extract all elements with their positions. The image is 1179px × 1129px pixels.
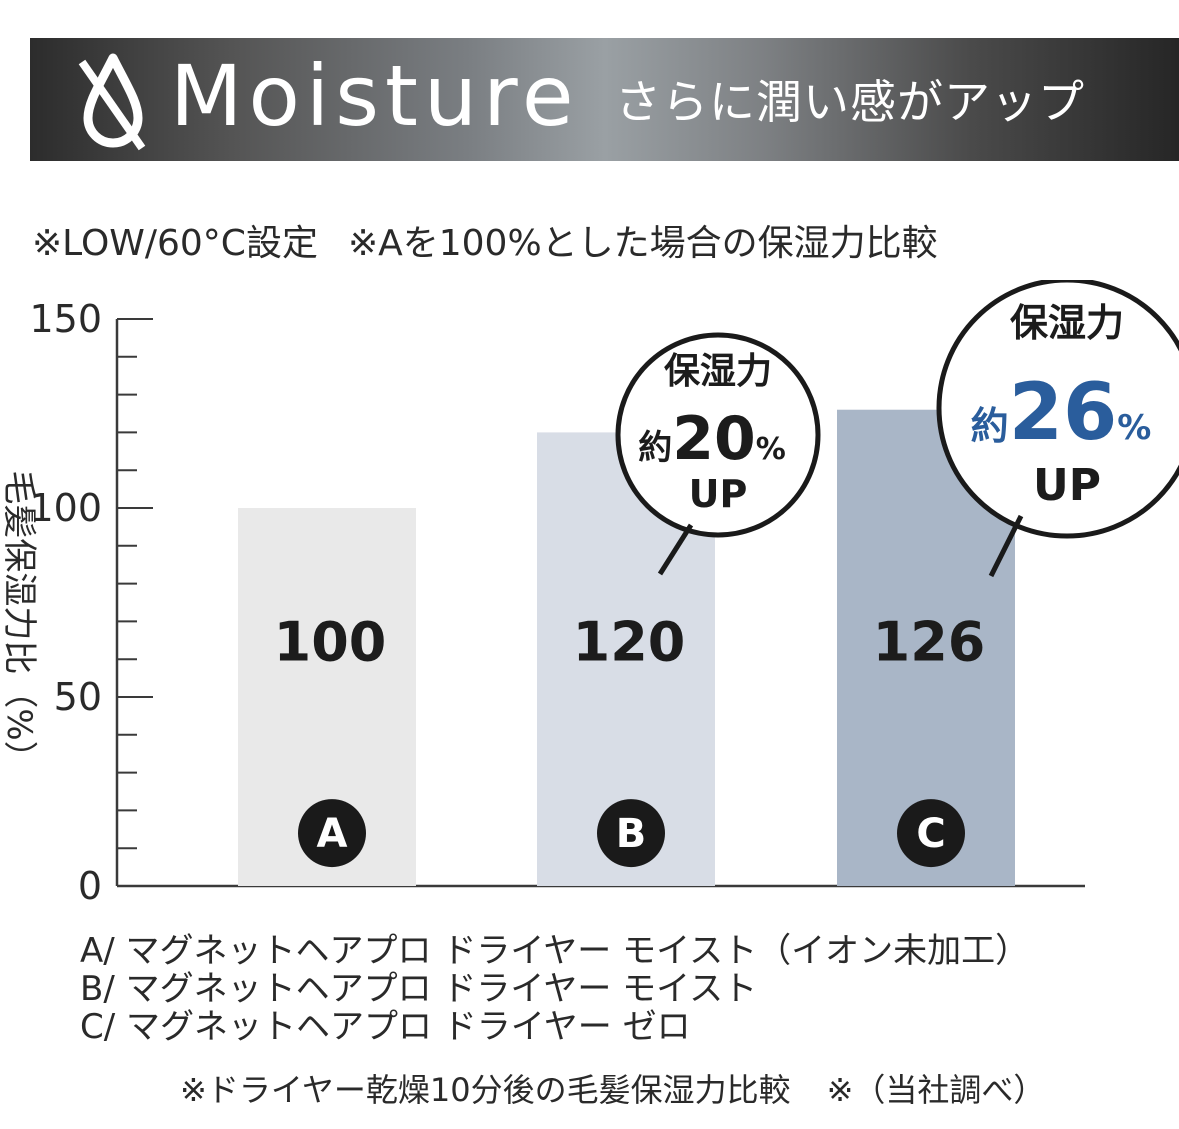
callout-tail (988, 514, 1024, 578)
bar-value-label: 100 (274, 610, 387, 673)
callout-value-line: 約20% (638, 404, 786, 474)
callout-bubble (936, 280, 1179, 539)
category-label: C (916, 811, 945, 857)
callout-prefix: 約 (638, 428, 672, 468)
y-axis-title: 毛髪保湿力比（%） (0, 470, 39, 774)
callout-prefix: 約 (971, 404, 1009, 448)
header-banner: Moisture さらに潤い感がアップ (30, 38, 1179, 161)
callout-tail (657, 523, 694, 576)
header-subtitle: さらに潤い感がアップ (615, 75, 1085, 129)
chart-conditions: ※LOW/60°C設定 ※Aを100%とした場合の保湿力比較 (32, 220, 968, 268)
legend-item-b: B/ マグネットヘアプロ ドライヤー モイスト (80, 969, 758, 1009)
footnote-source: ※（当社調べ） (826, 1071, 1046, 1109)
legend: A/ マグネットヘアプロ ドライヤー モイスト（イオン未加工） B/ マグネット… (80, 932, 1029, 1046)
legend-item-a: A/ マグネットヘアプロ ドライヤー モイスト（イオン未加工） (80, 931, 1030, 971)
condition-setting: ※LOW/60°C設定 (32, 223, 318, 264)
bar-value-label: 126 (873, 610, 986, 673)
category-badge (897, 799, 965, 868)
category-label: A (317, 811, 348, 857)
callout-title: 保湿力 (1010, 301, 1124, 345)
footnote: ※ドライヤー乾燥10分後の毛髪保湿力比較 ※（当社調べ） (180, 1068, 1081, 1112)
y-tick-label: 50 (54, 675, 102, 719)
callout-unit: % (756, 432, 786, 467)
callout-value: 26 (1009, 368, 1118, 458)
y-tick-label: 150 (29, 297, 102, 341)
callout-bubble (615, 332, 821, 538)
condition-comparison: ※Aを100%とした場合の保湿力比較 (347, 223, 938, 264)
callout-unit: % (1117, 408, 1151, 448)
y-tick-label: 0 (78, 864, 102, 908)
legend-item-c: C/ マグネットヘアプロ ドライヤー ゼロ (80, 1007, 691, 1047)
category-label: B (616, 811, 647, 857)
bar-chart: 毛髪保湿力比（%）050100150100A120B126C保湿力約20%UP保… (0, 280, 1179, 908)
header-title: Moisture (170, 47, 580, 145)
callout-title: 保湿力 (664, 351, 772, 392)
category-badge (597, 799, 665, 868)
callout-suffix: UP (1033, 460, 1101, 511)
callout-value-line: 約26% (971, 368, 1152, 458)
moisture-water-drop-icon (78, 53, 146, 151)
y-tick-label: 100 (29, 486, 102, 530)
callout-suffix: UP (689, 472, 748, 516)
category-badge (298, 799, 366, 868)
footnote-method: ※ドライヤー乾燥10分後の毛髪保湿力比較 (180, 1071, 791, 1109)
bar-value-label: 120 (573, 610, 686, 673)
callout-value: 20 (672, 404, 756, 474)
